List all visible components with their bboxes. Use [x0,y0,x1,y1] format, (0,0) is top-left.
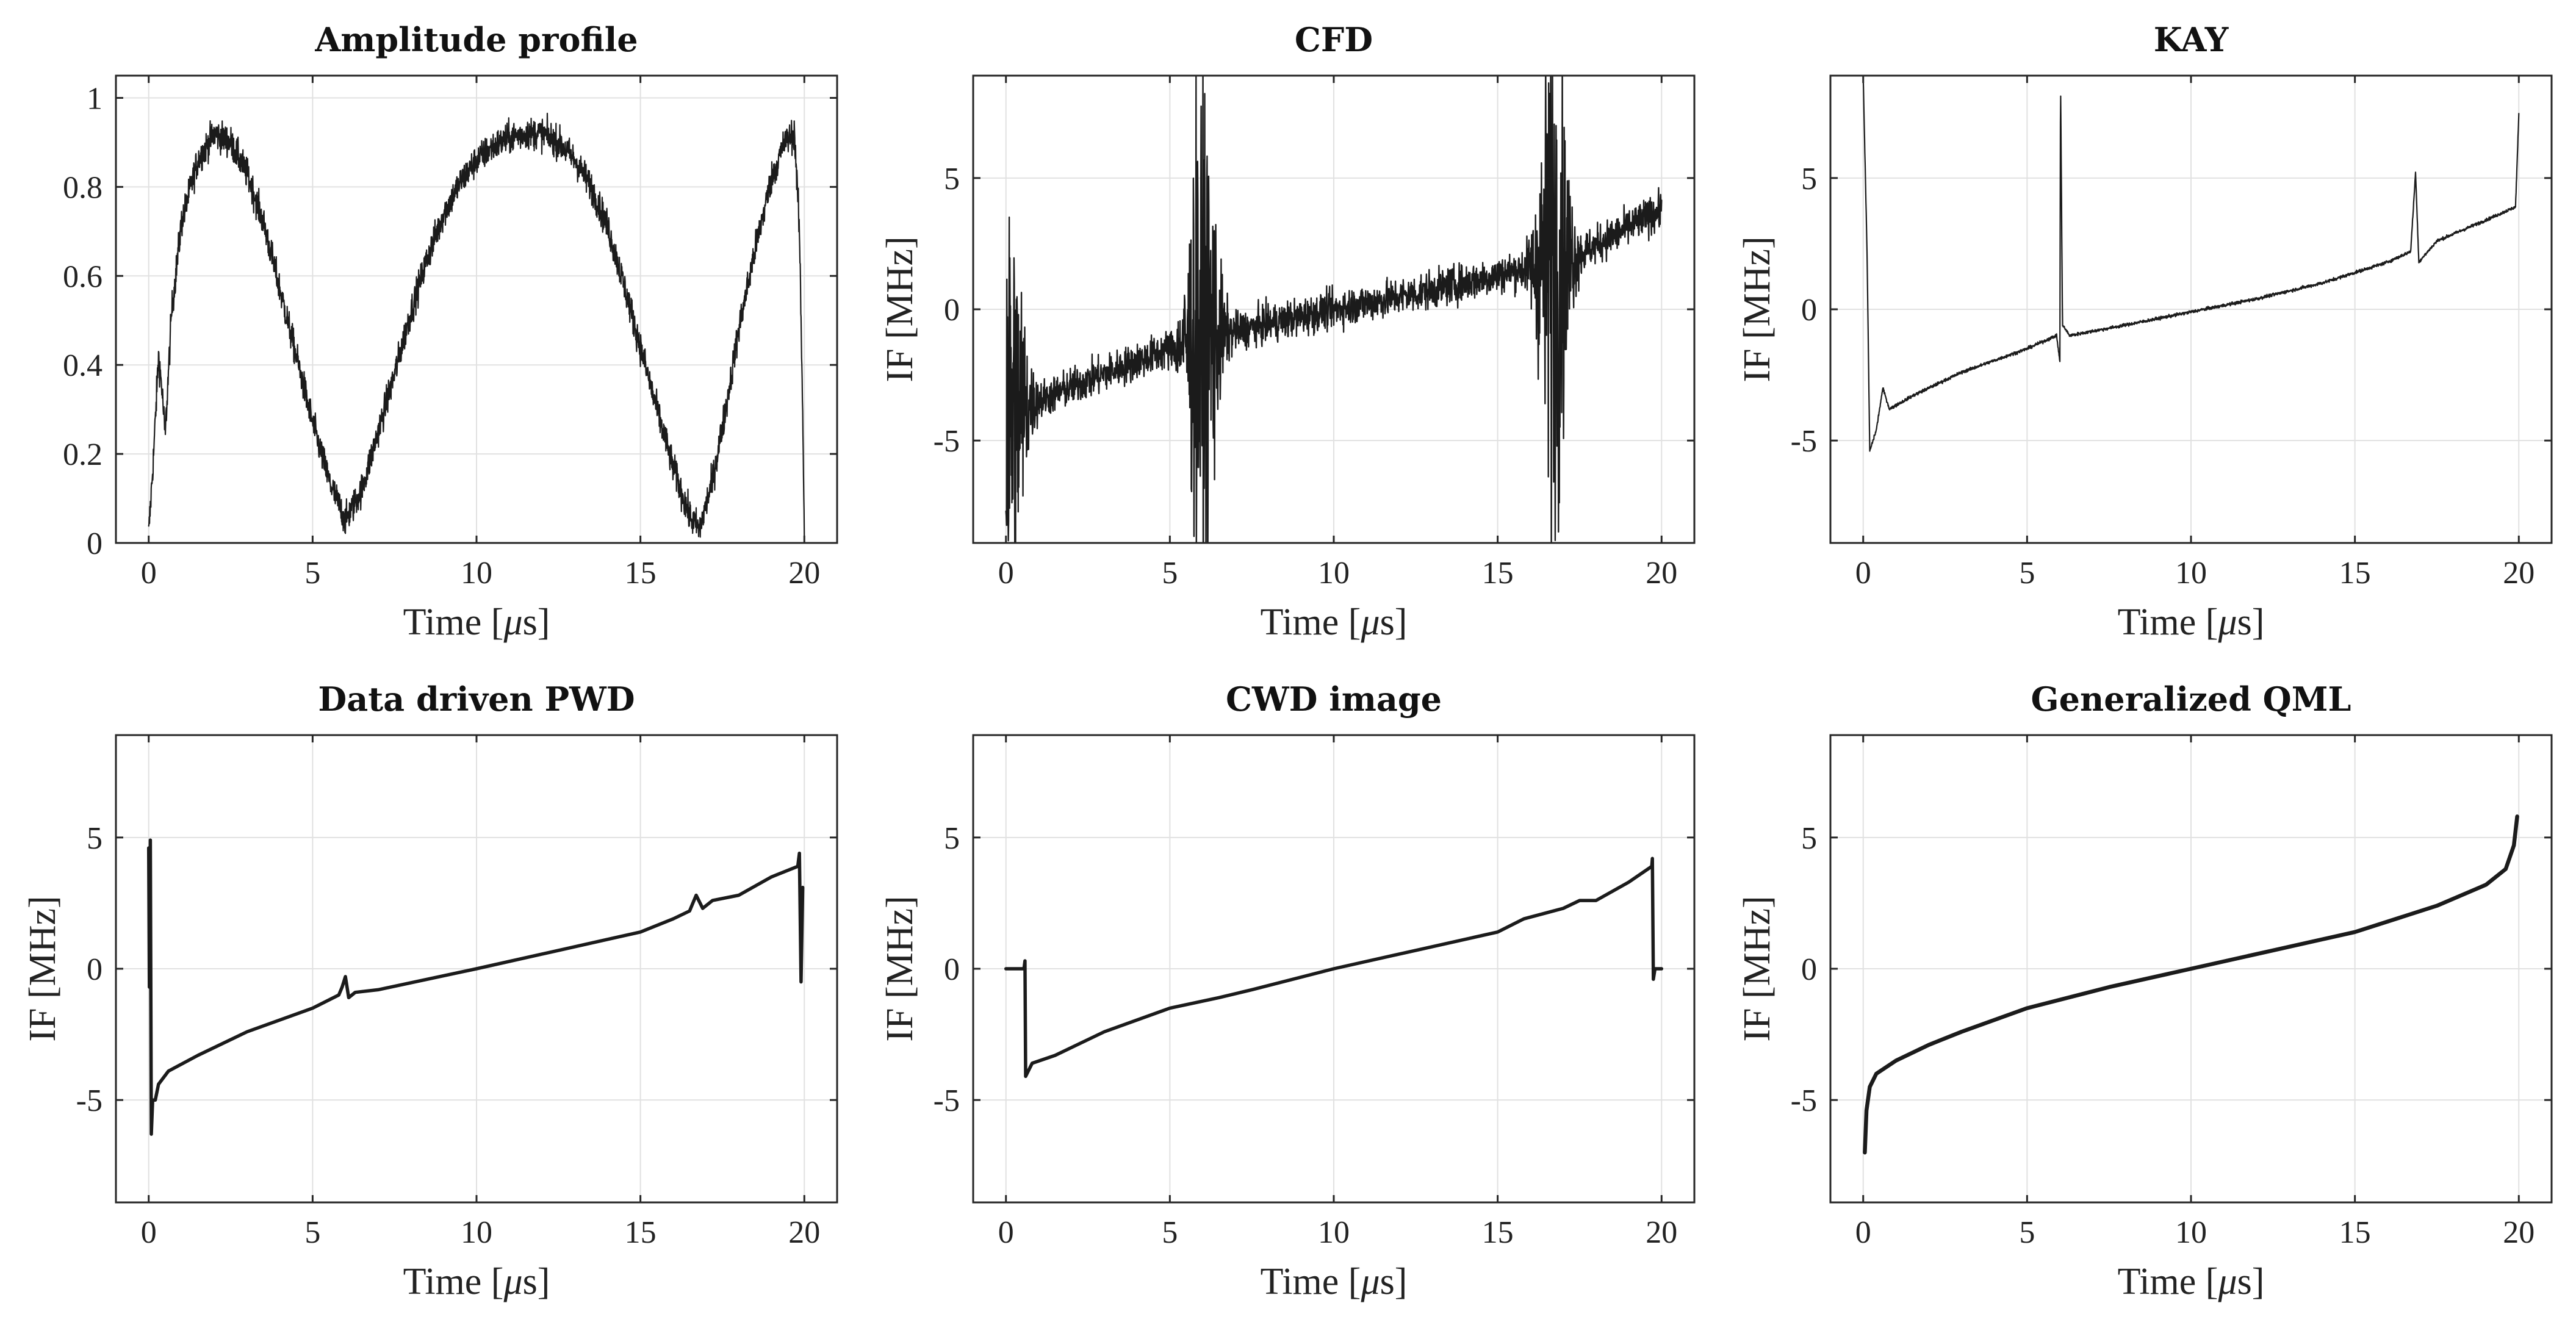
amplitude-profile-x-axis-label: Time [μs] [403,602,550,643]
amplitude-profile-y-tick-label: 0.6 [63,259,103,294]
data-driven-pwd-line-series [146,838,805,1136]
amplitude-profile-line-series [148,112,805,542]
generalized-qml-x-tick-label: 20 [2503,1215,2535,1250]
cfd-y-axis-label: IF [MHz] [879,236,921,382]
data-driven-pwd-x-tick-label: 0 [141,1215,157,1250]
kay-y-tick-label: 0 [1801,293,1817,328]
amplitude-profile-panel: 0 5 10 15 20 0 0.2 0.4 0.6 0.8 1 Amplitude profile T… [63,20,838,643]
cwd-image-y-axis-label: IF [MHz] [879,896,921,1041]
generalized-qml-x-tick-label: 15 [2339,1215,2371,1250]
cwd-image-x-tick-label: 20 [1646,1215,1677,1250]
kay-panel: 0 5 10 15 20 -5 0 5 KAY Time [μs] IF [MHz] [1736,20,2553,643]
kay-y-tick-label: 5 [1801,162,1817,196]
kay-line-series [1862,76,2520,452]
data-driven-pwd-y-tick-label: -5 [76,1083,103,1118]
amplitude-profile-y-tick-label: 0 [87,526,103,561]
data-driven-pwd-x-tick-label: 20 [788,1215,820,1250]
cwd-image-x-axis-label: Time [μs] [1261,1261,1408,1302]
cwd-image-x-tick-label: 15 [1482,1215,1514,1250]
generalized-qml-line-series [1863,814,2519,1155]
kay-x-axis-label: Time [μs] [2118,602,2265,643]
kay-x-tick-label: 0 [1855,556,1871,591]
cfd-y-tick-label: 5 [944,162,960,196]
data-driven-pwd-x-tick-label: 10 [461,1215,492,1250]
kay-x-tick-label: 15 [2339,556,2371,591]
amplitude-profile-y-tick-label: 0.4 [63,348,103,383]
generalized-qml-panel: 0 5 10 15 20 -5 0 5 Generalized QML Time [μs] IF [… [1736,680,2553,1302]
cfd-title: CFD [1295,20,1373,59]
cfd-x-axis-label: Time [μs] [1261,602,1408,643]
amplitude-profile-y-tick-label: 1 [87,81,103,116]
cwd-image-y-tick-label: 5 [944,821,960,856]
data-driven-pwd-title: Data driven PWD [318,680,635,719]
cfd-x-tick-label: 20 [1646,556,1677,591]
generalized-qml-x-tick-label: 10 [2175,1215,2207,1250]
generalized-qml-y-tick-label: 5 [1801,821,1817,856]
generalized-qml-y-tick-label: -5 [1791,1083,1817,1118]
data-driven-pwd-y-axis-label: IF [MHz] [22,896,63,1041]
data-driven-pwd-x-tick-label: 15 [625,1215,657,1250]
cfd-x-tick-label: 15 [1482,556,1514,591]
generalized-qml-x-axis-label: Time [μs] [2118,1261,2265,1302]
kay-x-tick-label: 10 [2175,556,2207,591]
generalized-qml-y-axis-label: IF [MHz] [1736,896,1778,1041]
cwd-image-x-tick-label: 5 [1162,1215,1178,1250]
cfd-x-tick-label: 10 [1318,556,1350,591]
amplitude-profile-title: Amplitude profile [314,20,638,59]
amplitude-profile-x-tick-label: 15 [625,556,657,591]
generalized-qml-y-tick-label: 0 [1801,952,1817,987]
amplitude-profile-x-tick-label: 10 [461,556,492,591]
kay-title: KAY [2154,20,2229,59]
data-driven-pwd-x-axis-label: Time [μs] [403,1261,550,1302]
data-driven-pwd-y-tick-label: 5 [87,821,103,856]
data-driven-pwd-panel: 0 5 10 15 20 -5 0 5 Data driven PWD Time [μs] IF [… [22,680,838,1302]
cfd-x-tick-label: 5 [1162,556,1178,591]
cfd-x-tick-label: 0 [998,556,1014,591]
cwd-image-y-tick-label: -5 [934,1083,960,1118]
cfd-y-tick-label: 0 [944,293,960,328]
cwd-image-line-series [1004,857,1664,1079]
cwd-image-y-tick-label: 0 [944,952,960,987]
kay-y-axis-label: IF [MHz] [1736,236,1778,382]
cwd-image-title: CWD image [1226,680,1442,719]
amplitude-profile-x-tick-label: 0 [141,556,157,591]
kay-x-tick-label: 20 [2503,556,2535,591]
generalized-qml-x-tick-label: 5 [2019,1215,2035,1250]
amplitude-profile-x-tick-label: 20 [788,556,820,591]
amplitude-profile-x-tick-label: 5 [304,556,320,591]
generalized-qml-title: Generalized QML [2031,680,2351,719]
kay-y-tick-label: -5 [1791,424,1817,459]
amplitude-profile-y-tick-label: 0.8 [63,170,103,205]
cwd-image-panel: 0 5 10 15 20 -5 0 5 CWD image Time [μs] IF [MHz] [879,680,1696,1302]
data-driven-pwd-x-tick-label: 5 [304,1215,320,1250]
kay-x-tick-label: 5 [2019,556,2035,591]
cfd-y-tick-label: -5 [934,424,960,459]
cfd-panel: 0 5 10 15 20 -5 0 5 CFD Time [μs] IF [MHz] [879,20,1696,643]
cwd-image-x-tick-label: 10 [1318,1215,1350,1250]
cfd-line-series [1005,76,1663,543]
generalized-qml-x-tick-label: 0 [1855,1215,1871,1250]
data-driven-pwd-y-tick-label: 0 [87,952,103,987]
amplitude-profile-y-tick-label: 0.2 [63,437,103,472]
cwd-image-x-tick-label: 0 [998,1215,1014,1250]
